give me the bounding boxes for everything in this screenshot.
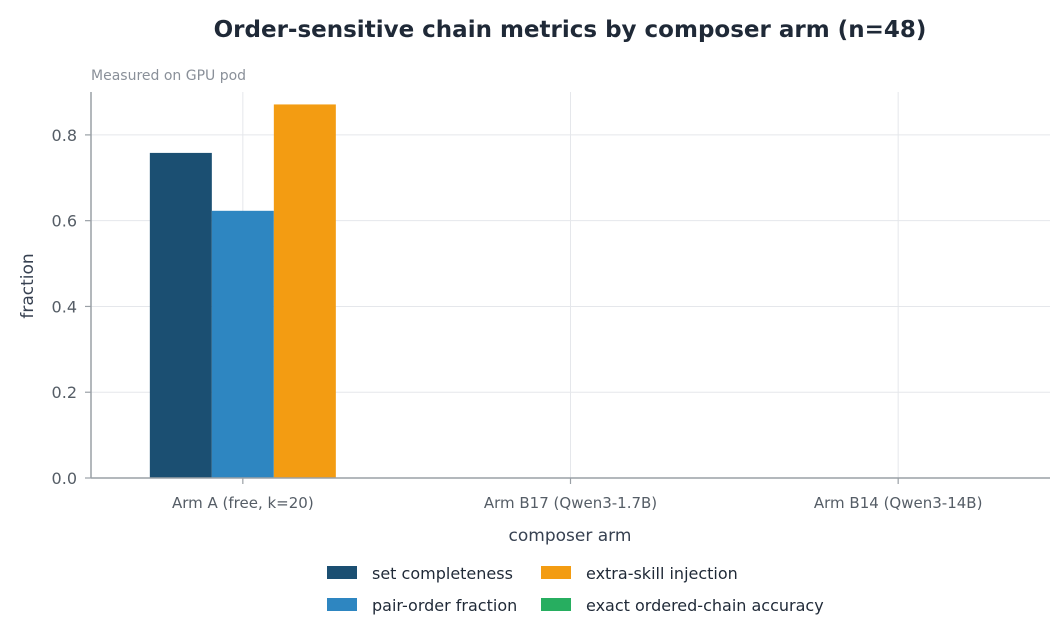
bar-extra-skill-injection-0 bbox=[273, 104, 336, 478]
y-tick-label: 0.4 bbox=[52, 297, 77, 316]
legend-swatch bbox=[327, 598, 357, 611]
x-tick-label: Arm A (free, k=20) bbox=[172, 494, 314, 512]
y-axis-label: fraction bbox=[18, 253, 38, 318]
y-tick-label: 0.2 bbox=[52, 383, 77, 402]
axes bbox=[85, 92, 1050, 484]
y-tick-label: 0.0 bbox=[52, 469, 77, 488]
legend-label: extra-skill injection bbox=[586, 564, 738, 583]
x-axis-label: composer arm bbox=[509, 526, 632, 546]
bar-set-completeness-0 bbox=[149, 152, 212, 478]
legend-label: exact ordered-chain accuracy bbox=[586, 596, 824, 615]
x-tick-labels: Arm A (free, k=20) Arm B17 (Qwen3-1.7B) Ar… bbox=[172, 494, 982, 512]
legend-swatch bbox=[541, 566, 571, 579]
bars bbox=[149, 104, 336, 478]
legend-swatch bbox=[541, 598, 571, 611]
x-tick-label: Arm B17 (Qwen3-1.7B) bbox=[484, 494, 657, 512]
y-tick-label: 0.8 bbox=[52, 126, 77, 145]
legend: set completeness pair-order fraction extra… bbox=[327, 564, 824, 615]
bar-pair-order-fraction-0 bbox=[211, 210, 274, 478]
x-tick-label: Arm B14 (Qwen3-14B) bbox=[814, 494, 983, 512]
legend-label: pair-order fraction bbox=[372, 596, 517, 615]
y-tick-label: 0.6 bbox=[52, 212, 77, 231]
chart-title: Order-sensitive chain metrics by compose… bbox=[214, 17, 927, 43]
y-tick-labels: 0.0 0.2 0.4 0.6 0.8 bbox=[52, 126, 77, 488]
legend-swatch bbox=[327, 566, 357, 579]
chart-subtitle: Measured on GPU pod bbox=[91, 68, 246, 84]
legend-label: set completeness bbox=[372, 564, 513, 583]
